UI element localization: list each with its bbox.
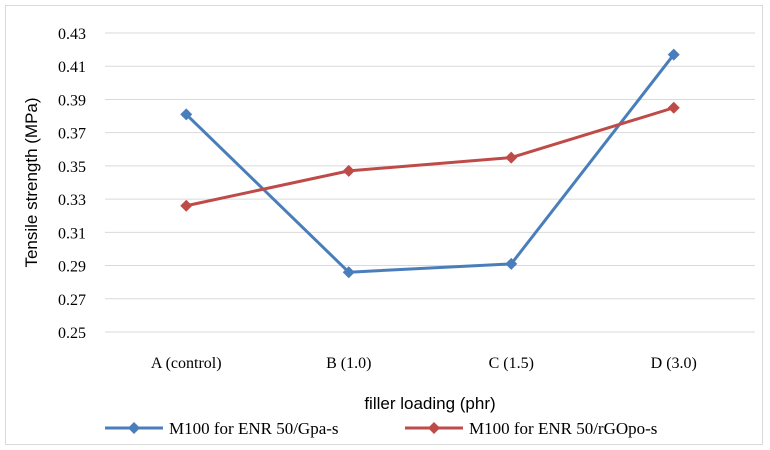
- data-point-marker: [342, 164, 355, 177]
- data-point-marker: [180, 108, 193, 121]
- data-point-marker: [505, 151, 518, 164]
- y-tick-label: 0.39: [58, 92, 86, 109]
- y-tick-label: 0.25: [58, 325, 86, 342]
- y-tick-label: 0.37: [58, 126, 86, 143]
- y-tick-label: 0.33: [58, 192, 86, 209]
- y-tick-label: 0.35: [58, 159, 86, 176]
- data-point-marker: [667, 48, 680, 61]
- legend-marker-2: [428, 422, 440, 434]
- legend-marker-1: [128, 422, 140, 434]
- x-tick-label: D (3.0): [651, 355, 697, 372]
- series-line-1: [185, 53, 675, 274]
- x-tick-label: C (1.5): [489, 355, 534, 372]
- x-tick-label: B (1.0): [326, 355, 371, 372]
- y-tick-label: 0.43: [58, 26, 86, 43]
- data-point-marker: [342, 266, 355, 279]
- x-axis-title: filler loading (phr): [364, 394, 495, 413]
- series-line-2: [185, 106, 675, 208]
- data-point-marker: [505, 257, 518, 270]
- y-tick-label: 0.31: [58, 225, 86, 242]
- legend-label-2: M100 for ENR 50/rGOpo-s: [469, 419, 657, 438]
- legend-label-1: M100 for ENR 50/Gpa-s: [169, 419, 339, 438]
- data-point-marker: [667, 101, 680, 114]
- y-tick-label: 0.41: [58, 59, 86, 76]
- x-tick-label: A (control): [151, 355, 222, 372]
- chart-frame: [5, 5, 763, 445]
- y-tick-label: 0.27: [58, 292, 86, 309]
- y-axis-title: Tensile strength (MPa): [22, 97, 41, 267]
- y-tick-label: 0.29: [58, 259, 86, 276]
- data-point-marker: [180, 199, 193, 212]
